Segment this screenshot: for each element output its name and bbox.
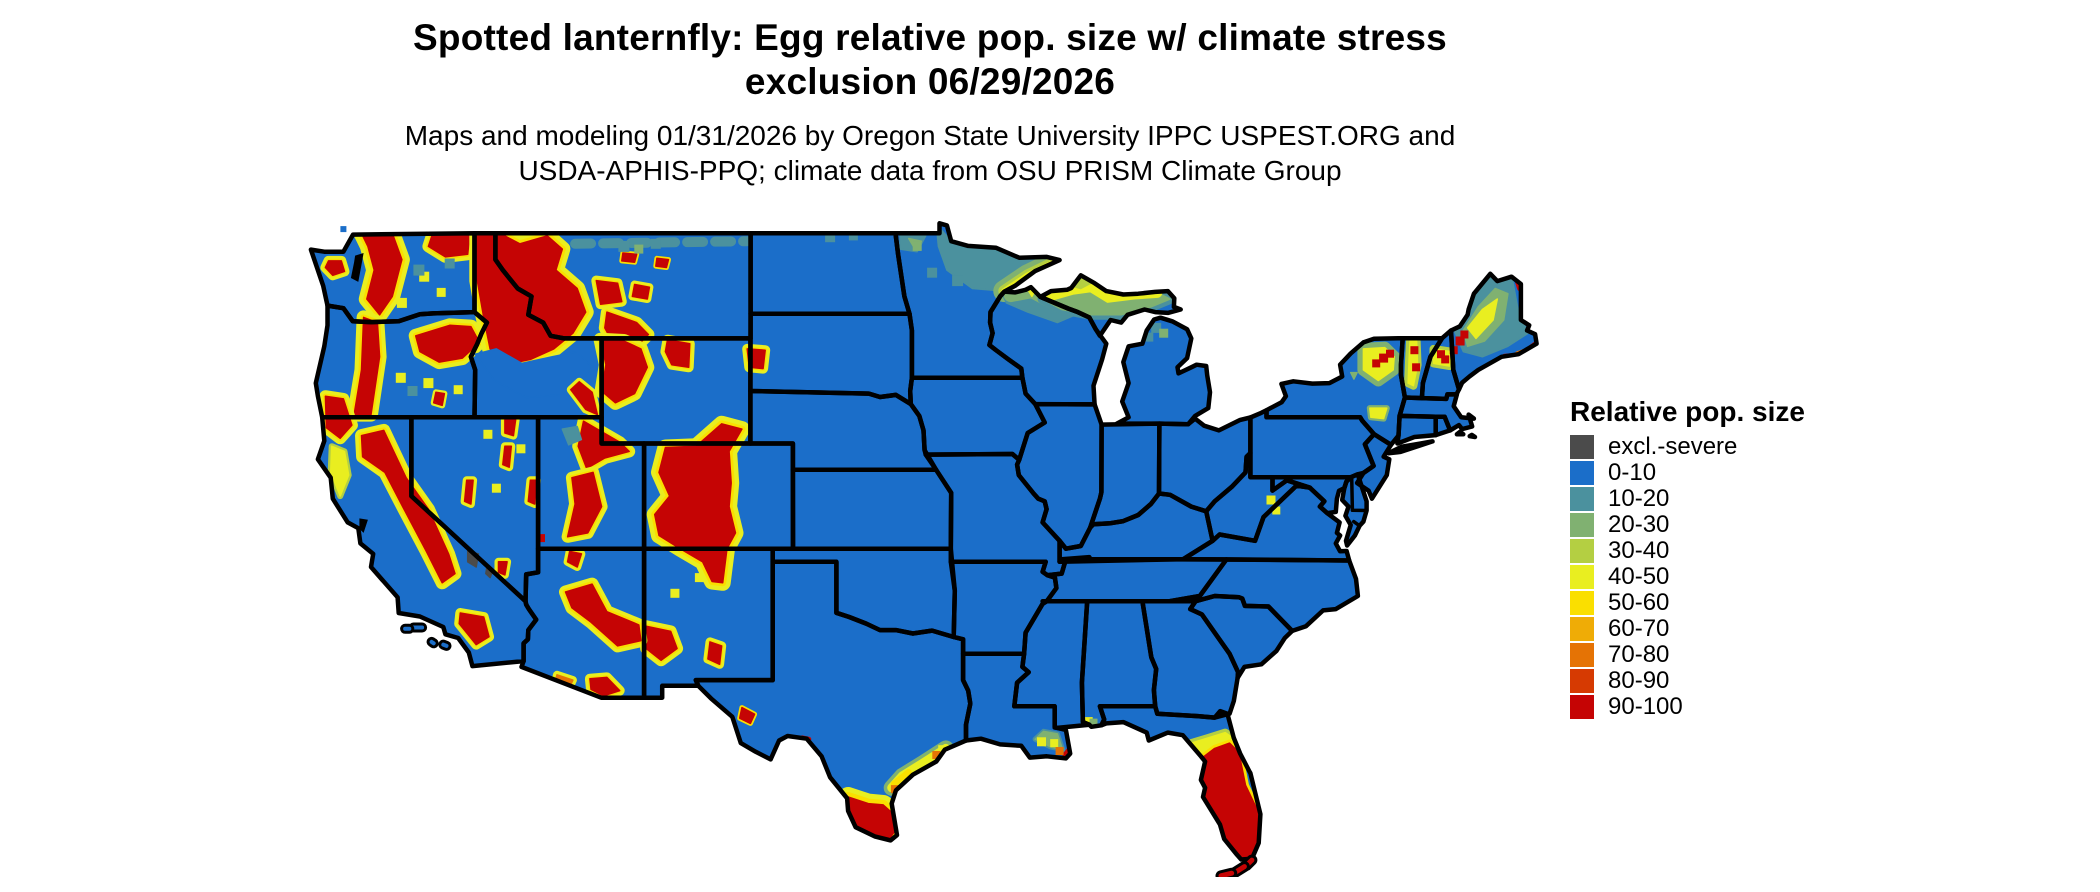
legend-swatch — [1570, 617, 1594, 641]
legend-item: excl.-severe — [1570, 434, 1870, 460]
legend-item: 30-40 — [1570, 538, 1870, 564]
us-map-svg — [308, 221, 1539, 877]
map-subtitle: Maps and modeling 01/31/2026 by Oregon S… — [230, 118, 1630, 188]
map-title-line2: exclusion 06/29/2026 — [744, 61, 1116, 102]
legend-swatch — [1570, 669, 1594, 693]
legend-item-label: 30-40 — [1608, 537, 1670, 564]
map-subtitle-line1: Maps and modeling 01/31/2026 by Oregon S… — [404, 120, 1456, 151]
san-francisco-bay-water — [359, 518, 368, 533]
legend-item: 20-30 — [1570, 512, 1870, 538]
legend-item: 50-60 — [1570, 590, 1870, 616]
legend-item-label: 0-10 — [1608, 459, 1657, 486]
legend-swatch — [1570, 435, 1594, 459]
legend-swatch — [1570, 591, 1594, 615]
legend-swatch — [1570, 461, 1594, 485]
legend-item: 40-50 — [1570, 564, 1870, 590]
legend-item-label: 50-60 — [1608, 589, 1670, 616]
legend: Relative pop. size excl.-severe 0-10 10-20… — [1570, 396, 1870, 720]
legend-items: excl.-severe 0-10 10-20 20-30 30-40 40-50 50-6… — [1570, 434, 1870, 720]
legend-item-label: 60-70 — [1608, 615, 1670, 642]
legend-swatch — [1570, 643, 1594, 667]
map-title-line1: Spotted lanternfly: Egg relative pop. si… — [413, 17, 1447, 58]
legend-item: 0-10 — [1570, 460, 1870, 486]
map-subtitle-line2: USDA-APHIS-PPQ; climate data from OSU PR… — [518, 155, 1342, 186]
legend-swatch — [1570, 513, 1594, 537]
legend-item-label: 70-80 — [1608, 641, 1670, 668]
legend-item: 90-100 — [1570, 694, 1870, 720]
legend-title: Relative pop. size — [1570, 396, 1805, 427]
legend-item-label: 40-50 — [1608, 563, 1670, 590]
legend-item-label: 80-90 — [1608, 667, 1670, 694]
legend-item: 80-90 — [1570, 668, 1870, 694]
state-borders — [308, 221, 1539, 862]
legend-swatch — [1570, 565, 1594, 589]
legend-item: 70-80 — [1570, 642, 1870, 668]
legend-item: 10-20 — [1570, 486, 1870, 512]
legend-item-label: 10-20 — [1608, 485, 1670, 512]
legend-swatch — [1570, 539, 1594, 563]
header: Spotted lanternfly: Egg relative pop. si… — [230, 16, 1630, 188]
legend-swatch — [1570, 487, 1594, 511]
puget-sound-water — [350, 253, 364, 282]
legend-swatch — [1570, 695, 1594, 719]
legend-item-label: 90-100 — [1608, 693, 1683, 720]
legend-item-label: 20-30 — [1608, 511, 1670, 538]
legend-item: 60-70 — [1570, 616, 1870, 642]
legend-item-label: excl.-severe — [1608, 433, 1738, 460]
us-heat-map — [292, 217, 1542, 877]
